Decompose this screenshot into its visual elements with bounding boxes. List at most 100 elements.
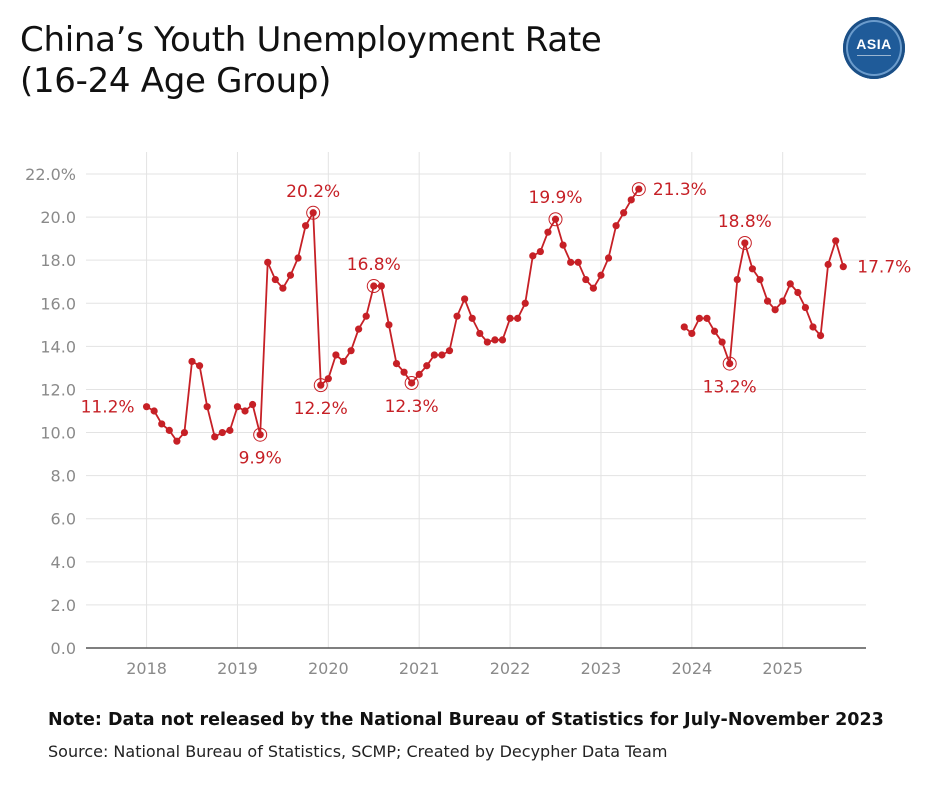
data-point [786,280,794,288]
data-point [400,368,408,376]
data-label: 18.8% [718,212,772,232]
data-point [589,284,597,292]
asia-logo: ASIA [843,17,905,79]
data-point [226,426,234,434]
data-point [362,312,370,320]
data-point [612,222,620,230]
data-point [627,196,635,204]
data-point [809,323,817,331]
data-label: 12.2% [294,399,348,419]
logo-text: ASIA [856,36,892,52]
data-point [491,336,499,344]
chart-note: Note: Data not released by the National … [48,710,884,730]
data-point [286,271,295,279]
data-point [150,407,158,415]
data-point [710,327,719,335]
data-point [620,209,628,217]
data-point [249,400,257,409]
data-label: 9.9% [239,449,282,469]
series-line-segment-2 [683,239,845,365]
data-point [521,299,529,307]
data-point [514,314,522,322]
y-tick-label: 18.0 [40,251,76,270]
data-point [142,403,151,411]
data-label: 11.2% [81,398,135,418]
data-point [771,306,779,314]
data-point [415,370,423,378]
data-point [695,314,703,322]
data-label: 19.9% [529,188,583,208]
data-point [347,347,355,355]
data-point [763,297,772,305]
data-point [688,329,696,338]
data-point [794,288,802,297]
highlight-ring [313,378,328,393]
data-point [779,297,787,305]
data-point [506,314,514,322]
data-point [377,282,385,290]
data-point [748,265,757,273]
data-point [294,254,302,262]
data-point [461,295,469,303]
highlight-ring [306,205,321,220]
title-line-2: (16-24 Age Group) [20,61,332,102]
data-point [233,403,242,411]
data-point [801,303,810,312]
title-line-1: China’s Youth Unemployment Rate [20,20,602,60]
data-point [483,338,491,346]
highlight-ring [366,279,381,294]
highlight-ring [722,356,737,371]
data-point [445,347,454,355]
data-point [218,428,226,437]
data-point [741,239,749,247]
data-point [158,420,166,428]
y-tick-label: 2.0 [51,596,76,615]
data-point [597,271,605,279]
line-chart: 0.0 2.0 4.0 6.0 8.0 10.0 12.0 14.0 16.0 18.0 20.0 2… [25,152,911,678]
data-point [839,263,847,271]
x-tick-label: 2019 [217,659,258,678]
data-point [824,260,832,269]
data-point [256,431,264,439]
data-point [355,325,363,333]
y-tick-label: 22.0% [25,165,76,184]
y-tick-label: 14.0 [40,337,76,356]
data-point [264,258,272,266]
data-point [339,357,348,366]
data-label: 16.8% [347,255,401,275]
y-tick-label: 20.0 [40,208,76,227]
y-tick-label: 12.0 [40,380,76,399]
data-point [271,275,279,284]
data-point [173,437,181,445]
data-point [423,362,431,370]
data-label: 21.3% [653,180,707,200]
x-tick-label: 2020 [308,659,349,678]
data-point [453,312,461,320]
data-point [680,323,688,331]
chart-source: Source: National Bureau of Statistics, S… [48,742,668,761]
data-point [551,215,560,223]
data-point [756,275,764,284]
x-tick-label: 2025 [762,659,803,678]
highlight-ring [737,235,752,250]
data-point [559,241,567,249]
data-point [385,321,393,329]
data-point [604,254,613,262]
data-point [332,351,340,359]
highlight-ring [548,212,563,227]
data-point [392,360,401,368]
chart-title: China’s Youth Unemployment Rate (16-24 A… [20,20,602,103]
data-label: 17.7% [857,258,911,278]
data-point [302,222,310,230]
data-point [733,275,741,284]
data-point [165,426,173,434]
data-label: 12.3% [385,397,439,417]
x-tick-label: 2024 [671,659,712,678]
y-tick-label: 10.0 [40,424,76,443]
data-point [180,428,189,437]
data-point [241,407,249,415]
data-point [582,275,590,284]
data-point [211,433,219,441]
data-point [468,314,476,322]
data-point [476,329,484,338]
